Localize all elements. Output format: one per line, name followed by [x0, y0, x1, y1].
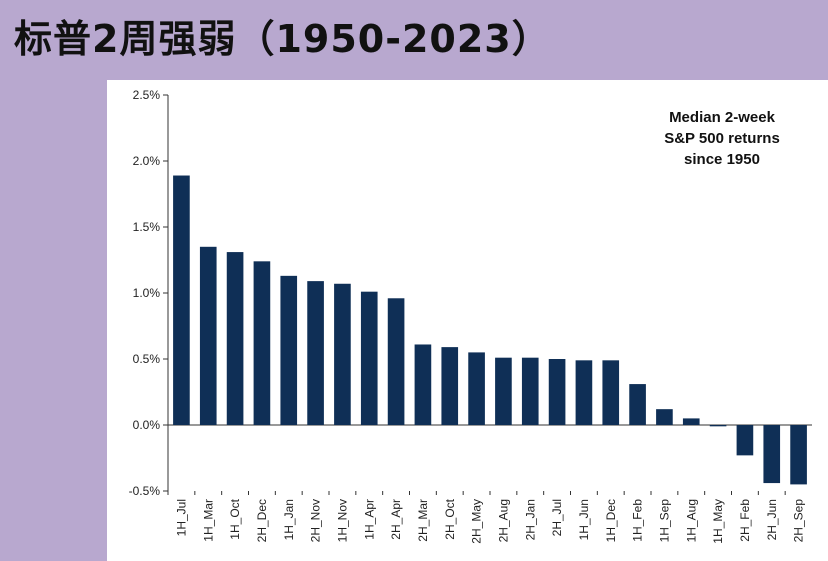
bar-2h-may	[468, 352, 485, 425]
chart-panel: 2.5% 2.0% 1.5% 1.0% 0.5% 0.0% -0.5% 1H_Jul 1H_Ma…	[107, 80, 828, 561]
x-tick-label: 1H_Aug	[684, 499, 698, 542]
x-tick-label: 1H_May	[711, 499, 725, 544]
bar-2h-oct	[441, 347, 459, 425]
bar-1h-aug	[682, 418, 700, 425]
x-tick-label: 1H_Sep	[657, 499, 671, 543]
y-tick-label: 0.0%	[133, 418, 161, 432]
x-tick-label: 2H_Dec	[255, 499, 269, 542]
x-tick-label: 1H_Dec	[604, 499, 618, 542]
bar-2h-jan	[521, 357, 539, 425]
x-tick-label: 2H_Apr	[389, 499, 403, 540]
chart-annotation-line: S&P 500 returns	[664, 130, 780, 147]
bar-2h-dec	[253, 261, 271, 425]
bar-1h-sep	[656, 409, 673, 425]
x-tick-label: 2H_Sep	[792, 499, 806, 543]
bar-2h-apr	[387, 298, 405, 425]
y-tick-label: 2.5%	[133, 88, 161, 102]
bar-2h-nov	[307, 281, 324, 425]
x-tick-label: 2H_Feb	[738, 499, 752, 542]
bar-1h-mar	[199, 246, 217, 425]
y-tick-label: 0.5%	[133, 352, 161, 366]
y-tick-label: -0.5%	[129, 484, 161, 498]
x-tick-label: 1H_Jul	[174, 499, 188, 536]
bar-2h-jun	[763, 425, 781, 484]
bar-2h-aug	[495, 357, 512, 425]
y-tick-label: 2.0%	[133, 154, 161, 168]
x-tick-label: 1H_Mar	[201, 499, 215, 542]
x-tick-label: 1H_Nov	[335, 499, 349, 542]
x-tick-label: 1H_Jun	[577, 499, 591, 540]
y-tick-label: 1.5%	[133, 220, 161, 234]
x-tick-label: 1H_Jan	[282, 499, 296, 540]
x-tick-label: 2H_Oct	[443, 498, 457, 539]
x-tick-label: 2H_Jan	[523, 499, 537, 540]
chart-annotation-line: Median 2-week	[669, 109, 776, 126]
bar-1h-jun	[575, 360, 593, 425]
bar-1h-oct	[226, 252, 244, 425]
x-tick-label: 1H_Oct	[228, 498, 242, 539]
chart-annotation-line: since 1950	[684, 151, 760, 168]
bar-2h-feb	[736, 425, 754, 456]
bar-1h-jan	[280, 275, 298, 425]
y-tick-label: 1.0%	[133, 286, 161, 300]
page-title: 标普2周强弱（1950-2023）	[14, 17, 551, 61]
bar-1h-nov	[334, 283, 351, 425]
x-tick-label: 2H_May	[470, 499, 484, 544]
bar-1h-dec	[602, 360, 620, 425]
x-tick-label: 2H_Jul	[550, 499, 564, 536]
bar-2h-sep	[790, 425, 807, 485]
bar-1h-may	[709, 425, 727, 427]
bar-2h-jul	[548, 359, 566, 425]
x-tick-label: 2H_Nov	[309, 499, 323, 542]
x-tick-label: 2H_Jun	[765, 499, 779, 540]
x-tick-label: 1H_Feb	[631, 499, 645, 542]
x-tick-label: 2H_Mar	[416, 499, 430, 542]
bar-1h-apr	[360, 291, 378, 425]
bar-1h-jul	[173, 175, 190, 425]
bar-chart: 2.5% 2.0% 1.5% 1.0% 0.5% 0.0% -0.5% 1H_Jul 1H_Ma…	[129, 88, 812, 544]
bar-1h-feb	[629, 384, 646, 425]
x-tick-label: 2H_Aug	[496, 499, 510, 542]
bar-2h-mar	[414, 344, 432, 425]
x-tick-label: 1H_Apr	[362, 499, 376, 540]
